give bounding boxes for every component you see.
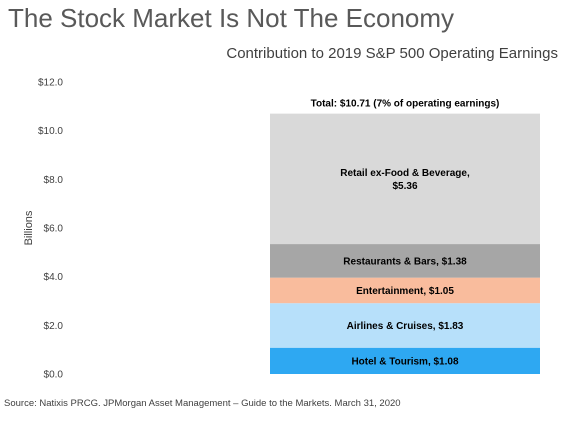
y-axis-label: Billions (23, 210, 35, 245)
y-tick-label: $12.0 (38, 78, 63, 89)
y-tick-label: $8.0 (44, 175, 64, 186)
segment-label: Hotel & Tourism, $1.08 (351, 356, 459, 367)
segment-label: Retail ex-Food & Beverage, (340, 168, 470, 179)
y-tick-label: $2.0 (44, 321, 64, 332)
bar-segment (270, 303, 540, 348)
segment-label: $5.36 (392, 181, 417, 192)
y-tick-label: $4.0 (44, 272, 64, 283)
source-note: Source: Natixis PRCG. JPMorgan Asset Man… (4, 398, 401, 409)
segment-label: Restaurants & Bars, $1.38 (343, 256, 467, 267)
bar-segment (270, 277, 540, 304)
y-tick-label: $0.0 (44, 370, 64, 381)
stacked-bar-chart: $0.0 $2.0 $4.0 $6.0 $8.0 $10.0 $12.0 Billions Ho… (23, 78, 540, 381)
bar-segment (270, 347, 540, 374)
y-tick-label: $10.0 (38, 126, 63, 137)
bar-segment (270, 244, 540, 278)
y-tick-label: $6.0 (44, 224, 64, 235)
total-label: Total: $10.71 (7% of operating earnings) (311, 99, 500, 110)
segment-label: Entertainment, $1.05 (356, 286, 454, 297)
page-title: The Stock Market Is Not The Economy (8, 3, 455, 33)
chart-subtitle: Contribution to 2019 S&P 500 Operating E… (226, 45, 558, 62)
bar-segment (270, 113, 540, 245)
segment-label: Airlines & Cruises, $1.83 (347, 321, 464, 332)
